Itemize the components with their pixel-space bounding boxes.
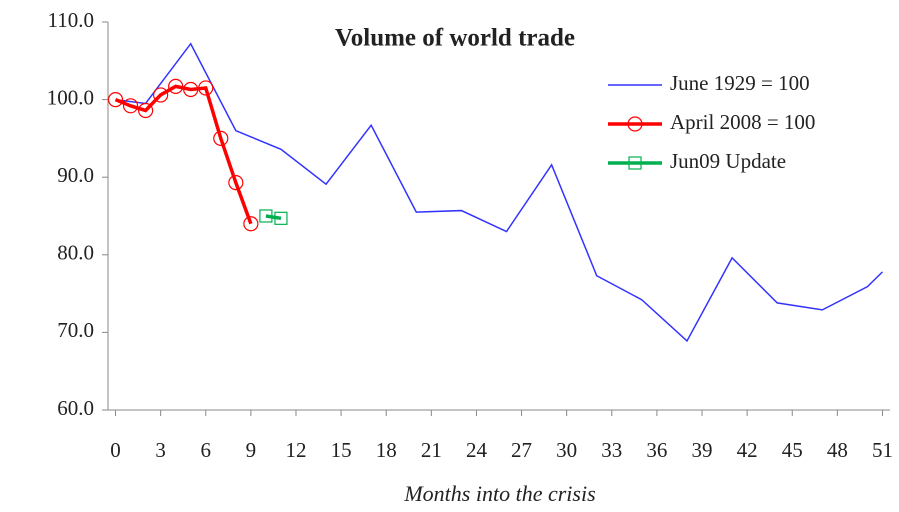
y-tick-label: 100.0 [47,85,94,109]
x-tick-label: 21 [421,438,442,462]
legend-label: April 2008 = 100 [670,110,815,134]
y-tick-label: 60.0 [57,396,94,420]
x-tick-label: 3 [155,438,166,462]
x-tick-label: 39 [692,438,713,462]
x-axis-label: Months into the crisis [403,481,595,506]
marker [198,80,214,96]
marker [228,175,244,191]
x-tick-label: 51 [872,438,893,462]
x-tick-label: 0 [110,438,121,462]
marker [243,216,259,232]
marker [122,98,139,114]
marker [183,81,199,98]
x-tick-label: 27 [511,438,532,462]
marker [137,102,154,119]
x-tick-label: 42 [737,438,758,462]
marker [274,211,288,225]
y-tick-label: 90.0 [57,163,94,187]
marker [153,87,169,103]
y-tick-label: 80.0 [57,241,94,265]
y-tick-label: 70.0 [57,318,94,342]
x-tick-label: 15 [331,438,352,462]
marker [259,209,273,223]
x-tick-label: 33 [601,438,622,462]
series-line [115,42,884,343]
x-tick-label: 12 [285,438,306,462]
x-tick-label: 24 [466,438,488,462]
x-tick-label: 36 [646,438,667,462]
x-tick-label: 18 [376,438,397,462]
y-tick-label: 110.0 [48,8,94,32]
legend-label: Jun09 Update [670,149,786,173]
marker [213,130,229,146]
marker [627,116,643,132]
x-tick-label: 9 [246,438,257,462]
series-line [114,84,253,225]
legend-label: June 1929 = 100 [670,71,810,95]
x-tick-label: 45 [782,438,803,462]
chart-title: Volume of world trade [335,25,575,52]
marker [107,91,124,108]
marker [168,78,184,95]
x-tick-label: 48 [827,438,848,462]
x-tick-label: 6 [201,438,212,462]
series-line [265,214,282,221]
marker [628,156,642,170]
x-tick-label: 30 [556,438,577,462]
